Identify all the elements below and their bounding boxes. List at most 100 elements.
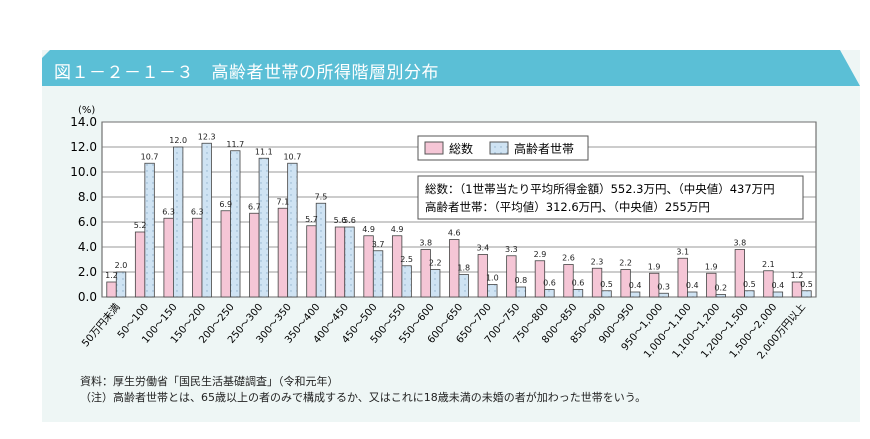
data-label: 0.5 [800,280,813,289]
bar-total [334,226,346,298]
bar-elderly [115,271,127,298]
bar-elderly [601,290,612,298]
bar-elderly [629,291,641,298]
bar-elderly [687,291,698,298]
annotation-line-2: 高齢者世帯：（平均値）312.6万円、（中央値）255万円 [425,200,710,214]
bar-elderly [287,162,298,298]
data-label: 7.1 [277,197,290,206]
data-label: 0.4 [772,281,785,290]
bar-total [277,207,289,298]
y-tick-label: 4.0 [78,240,97,254]
data-label: 6.7 [248,202,261,211]
bar-elderly [172,146,184,298]
bar-elderly [430,269,441,298]
data-label: 0.4 [686,281,699,290]
bar-elderly [715,294,726,298]
legend-label-total: 総数 [449,141,473,156]
data-label: 10.7 [141,152,159,161]
chart-title: 図１－２－１－３ 高齢者世帯の所得階層別分布 [54,63,439,83]
bar-total [420,249,431,298]
bar-elderly [258,157,269,298]
y-tick-label: 6.0 [78,215,97,229]
bar-total [106,281,117,298]
data-label: 0.2 [714,284,727,293]
data-label: 6.9 [219,200,232,209]
bar-elderly [515,286,527,298]
bar-total [249,212,260,298]
y-tick-label: 10.0 [70,165,97,179]
legend-label-elderly: 高齢者世帯 [514,141,574,156]
data-label: 2.0 [115,261,128,270]
bar-total [163,217,174,298]
data-label: 6.3 [162,207,175,216]
data-label: 3.7 [372,240,385,249]
bar-elderly [144,162,155,298]
bar-elderly [744,290,755,298]
bar-total [706,272,717,298]
data-label: 3.8 [419,239,432,248]
bar-total [563,264,574,298]
bar-elderly [544,289,555,298]
data-label: 11.1 [255,147,273,156]
data-label: 2.1 [762,260,775,269]
data-label: 0.6 [543,279,556,288]
annotation-line-1: 総数：（1世帯当たり平均所得金額）552.3万円、（中央値）437万円 [425,182,775,196]
data-label: 0.5 [600,280,613,289]
bar-elderly [201,142,212,298]
data-label: 0.6 [572,279,585,288]
note-text: （注）高齢者世帯とは、65歳以上の者のみで構成するか、又はこれに18歳未満の未婚… [80,391,647,404]
legend-swatch-total [424,141,444,155]
data-label: 2.2 [429,259,442,268]
bar-elderly [658,292,669,298]
bar-total [591,267,603,298]
data-label: 5.2 [134,221,147,230]
data-label: 3.4 [476,244,489,253]
data-label: 1.8 [457,264,470,273]
data-label: 0.5 [743,280,756,289]
data-label: 0.8 [515,276,528,285]
bar-elderly [230,150,241,298]
bar-total [506,255,517,298]
bar-total [449,239,460,298]
bar-elderly [801,290,812,298]
bar-total [534,260,546,298]
y-axis-unit: (%) [78,105,95,116]
data-label: 4.9 [362,225,375,234]
y-tick-label: 8.0 [78,190,97,204]
bar-total [134,231,146,298]
source-text: 資料：厚生労働省「国民生活基礎調査」（令和元年） [80,375,339,388]
y-tick-label: 2.0 [78,265,97,279]
bar-total [391,235,403,298]
bar-total [477,254,488,298]
bar-total [306,225,317,298]
bar-elderly [401,265,412,298]
bar-total [791,281,803,298]
data-label: 1.9 [705,262,718,271]
bar-total [734,249,745,298]
title-bar [42,50,860,86]
data-label: 4.9 [391,225,404,234]
bar-elderly [772,291,784,298]
data-label: 3.3 [505,245,518,254]
bar-elderly [458,274,469,298]
data-label: 12.0 [169,136,187,145]
data-label: 10.7 [283,152,301,161]
data-label: 7.5 [315,192,328,201]
data-label: 2.9 [534,250,547,259]
bar-total [620,269,631,298]
bar-total [220,210,231,298]
bar-elderly [487,284,498,298]
data-label: 12.3 [198,132,216,141]
data-label: 5.7 [305,215,318,224]
data-label: 1.0 [486,274,499,283]
data-label: 1.2 [791,271,804,280]
y-tick-label: 14.0 [70,115,97,129]
bar-elderly [315,202,327,298]
x-tick-label: 50万円未満 [79,301,122,349]
data-label: 2.6 [562,254,575,263]
data-label: 6.3 [191,207,204,216]
bar-total [677,257,688,298]
bar-total [763,270,774,298]
data-label: 5.6 [343,216,356,225]
